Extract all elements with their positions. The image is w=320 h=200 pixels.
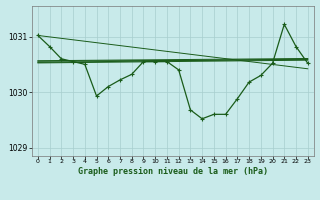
X-axis label: Graphe pression niveau de la mer (hPa): Graphe pression niveau de la mer (hPa) xyxy=(78,167,268,176)
